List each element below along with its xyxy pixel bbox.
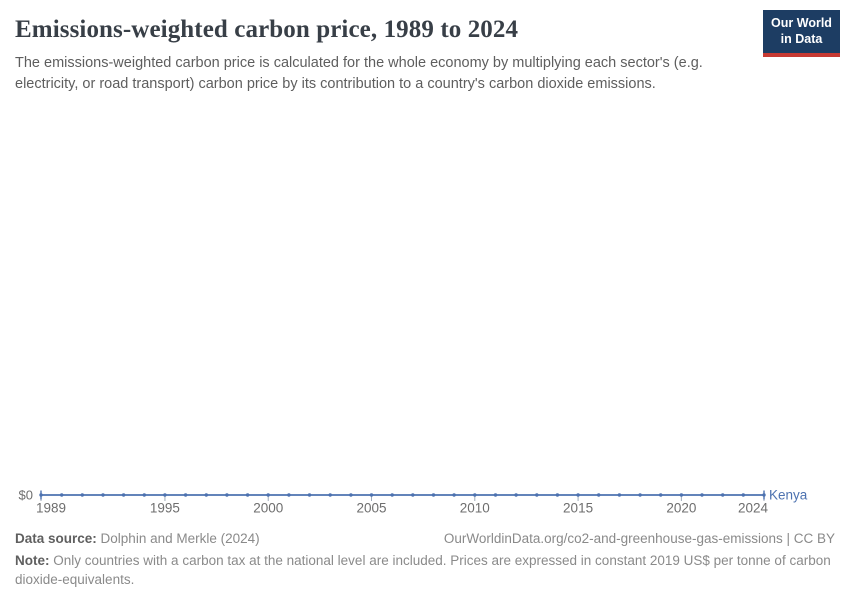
chart-plot-area: $0 1989 1995 2000 2005 2010 2015 2020 2024 Kenya	[0, 478, 850, 520]
data-point	[204, 493, 208, 497]
note-value: Only countries with a carbon tax at the …	[15, 553, 831, 587]
chart-footer: Data source: Dolphin and Merkle (2024) O…	[15, 531, 835, 590]
data-point	[101, 493, 105, 497]
x-axis-tick-label: 2015	[563, 501, 593, 516]
data-point	[431, 493, 436, 497]
data-point	[369, 493, 374, 497]
data-point	[473, 493, 477, 497]
owid-logo[interactable]: Our World in Data	[763, 10, 840, 57]
data-point	[452, 493, 456, 497]
data-point	[617, 493, 622, 497]
data-point	[514, 493, 518, 497]
data-point	[535, 493, 539, 497]
data-point	[638, 493, 642, 497]
data-point	[80, 493, 85, 497]
data-point	[721, 493, 725, 497]
data-point	[121, 493, 126, 497]
data-point	[700, 493, 704, 497]
data-point	[328, 493, 332, 497]
attribution-link[interactable]: OurWorldinData.org/co2-and-greenhouse-ga…	[443, 531, 835, 546]
data-point	[287, 493, 291, 497]
data-point	[659, 493, 663, 497]
chart-subtitle: The emissions-weighted carbon price is c…	[15, 55, 703, 93]
x-axis-tick-label: 2010	[460, 501, 490, 516]
data-point	[555, 493, 560, 497]
note-row: Note: Only countries with a carbon tax a…	[15, 552, 835, 590]
data-point	[183, 493, 188, 497]
data-point	[411, 493, 415, 497]
x-axis-tick-label: 2005	[356, 501, 386, 516]
data-point	[266, 493, 270, 497]
x-axis-tick-label: 1995	[150, 501, 180, 516]
source-row: Data source: Dolphin and Merkle (2024) O…	[15, 531, 835, 546]
data-point	[679, 493, 684, 497]
data-point	[741, 493, 745, 497]
x-axis-tick-label: 2020	[666, 501, 696, 516]
owid-logo-line1: Our World	[771, 16, 832, 30]
x-axis-tick-label: 2000	[253, 501, 283, 516]
data-point	[39, 493, 43, 497]
data-point	[762, 493, 766, 497]
data-source: Data source: Dolphin and Merkle (2024)	[15, 531, 260, 546]
data-point	[493, 493, 498, 497]
data-point	[597, 493, 601, 497]
data-point	[576, 493, 580, 497]
chart-title: Emissions-weighted carbon price, 1989 to…	[15, 16, 519, 43]
chart-header: Emissions-weighted carbon price, 1989 to…	[0, 0, 850, 95]
data-point	[142, 493, 146, 497]
data-source-value: Dolphin and Merkle (2024)	[100, 531, 260, 546]
data-point	[349, 493, 353, 497]
owid-logo-line2: in Data	[780, 32, 823, 47]
x-axis-tick-label: 2024	[738, 501, 769, 516]
note-label: Note:	[15, 553, 50, 568]
data-source-label: Data source:	[15, 531, 97, 546]
data-point	[245, 493, 250, 497]
y-axis-label: $0	[19, 488, 33, 503]
data-point	[163, 493, 167, 497]
entity-label-kenya[interactable]: Kenya	[769, 488, 808, 503]
data-point	[307, 493, 312, 497]
data-point	[390, 493, 394, 497]
x-axis-tick-label: 1989	[36, 501, 66, 516]
data-point	[225, 493, 229, 497]
data-point	[60, 493, 64, 497]
